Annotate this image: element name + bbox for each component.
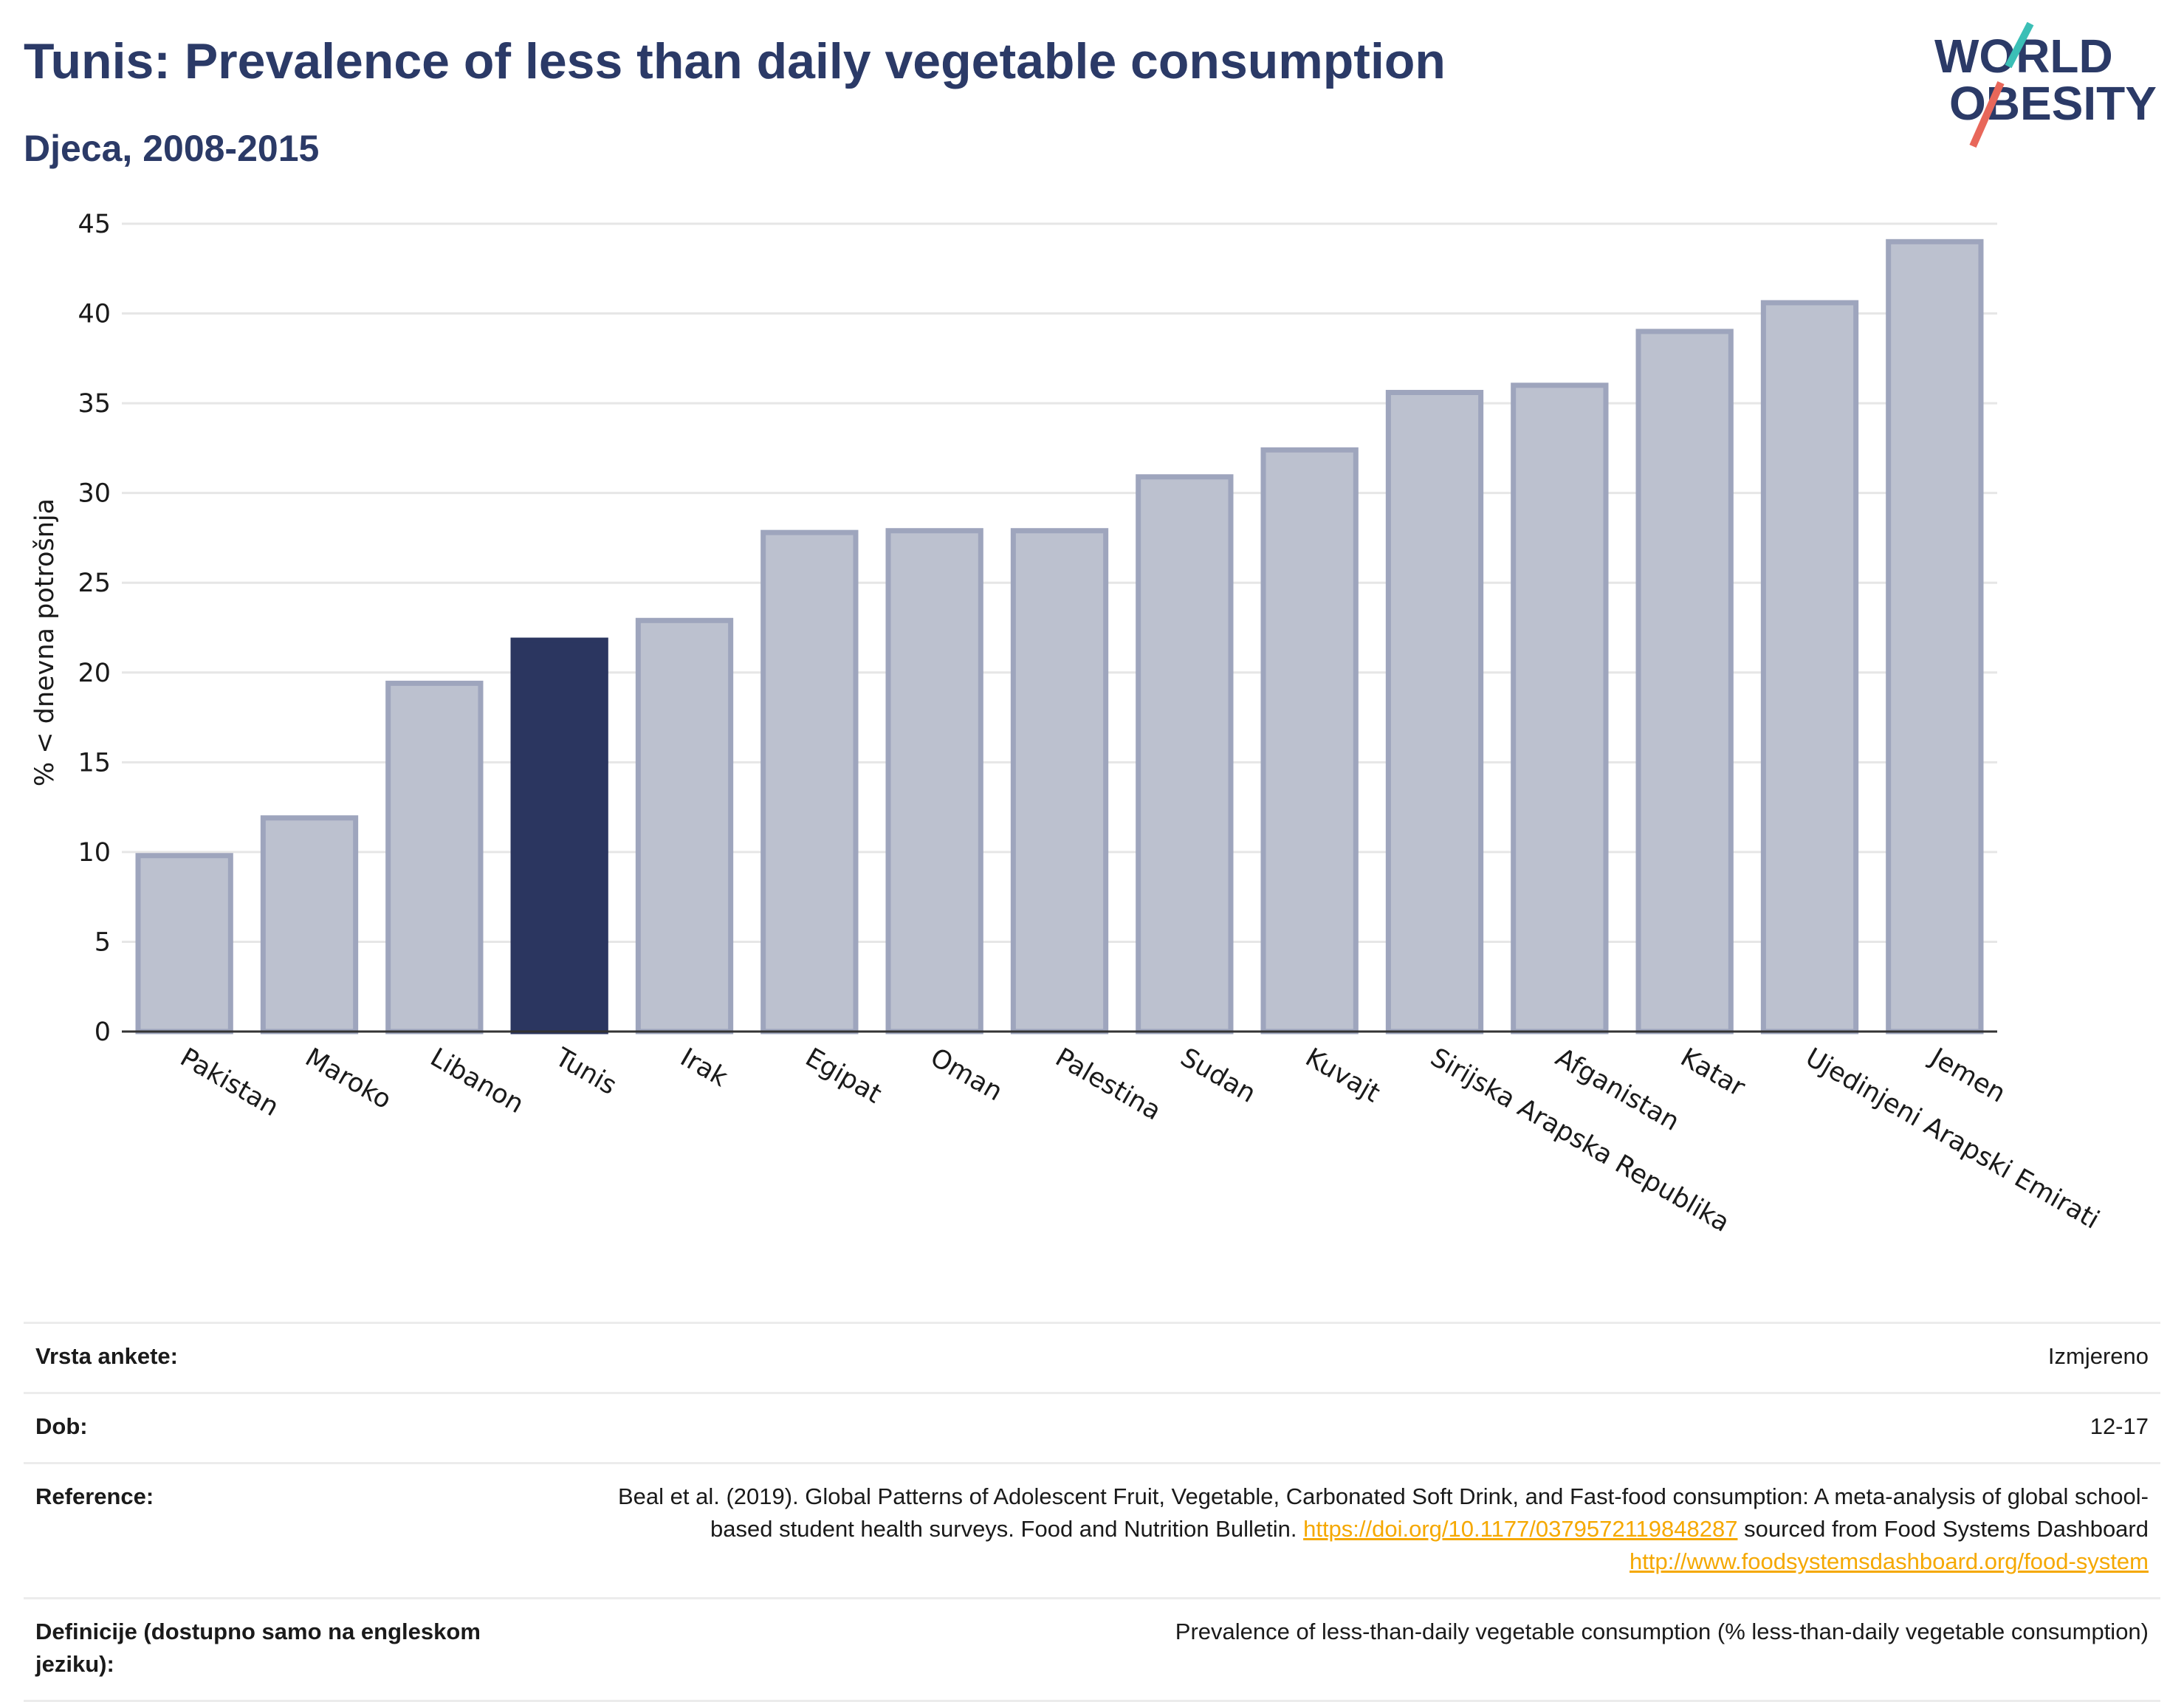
x-tick-label: Katar bbox=[1675, 1043, 1750, 1103]
bar-ujedinjeni-arapski-emirati bbox=[1760, 300, 1859, 1034]
y-tick-label: 25 bbox=[78, 569, 111, 598]
y-tick-label: 10 bbox=[78, 838, 111, 868]
bar-sirijska-arapska-republika bbox=[1385, 390, 1484, 1034]
meta-row-reference: Reference: Beal et al. (2019). Global Pa… bbox=[24, 1462, 2160, 1597]
reference-text: Beal et al. (2019). Global Patterns of A… bbox=[617, 1483, 2149, 1542]
bar-kuvajt bbox=[1260, 447, 1359, 1034]
bar-palestina bbox=[1010, 528, 1109, 1034]
y-axis-ticks: 0 5 10 15 20 25 30 35 40 45 bbox=[78, 210, 111, 1047]
y-tick-label: 45 bbox=[78, 210, 111, 239]
bar-libanon bbox=[385, 680, 484, 1034]
logo-slash-teal bbox=[2005, 22, 2034, 69]
x-tick-label: Pakistan bbox=[175, 1043, 284, 1122]
meta-label: Dob: bbox=[35, 1413, 88, 1439]
x-tick-label: Egipat bbox=[800, 1043, 887, 1109]
meta-row-age: Dob: 12-17 bbox=[24, 1392, 2160, 1462]
doi-link[interactable]: https://doi.org/10.1177/0379572119848287 bbox=[1303, 1516, 1738, 1542]
meta-value: Izmjereno bbox=[2047, 1343, 2149, 1369]
bar-oman bbox=[885, 528, 983, 1034]
y-tick-label: 15 bbox=[78, 748, 111, 778]
meta-value: Prevalence of less-than-daily vegetable … bbox=[1175, 1619, 2149, 1644]
meta-label: Definicije (dostupno samo na engleskom j… bbox=[35, 1619, 481, 1677]
meta-row-definition: Definicije (dostupno samo na engleskom j… bbox=[24, 1597, 2160, 1702]
bar-pakistan bbox=[135, 853, 233, 1034]
x-tick-label: Oman bbox=[925, 1043, 1007, 1107]
y-tick-label: 5 bbox=[95, 927, 111, 957]
bars bbox=[135, 239, 1984, 1034]
bar-sudan bbox=[1136, 474, 1234, 1034]
x-tick-label: Maroko bbox=[301, 1043, 396, 1115]
meta-value: 12-17 bbox=[2089, 1413, 2149, 1439]
x-tick-label: Sudan bbox=[1175, 1043, 1260, 1109]
chart-title: Tunis: Prevalence of less than daily veg… bbox=[24, 33, 1446, 89]
bar-chart: 0 5 10 15 20 25 30 35 40 45 Pakistan Maroko Libanon… bbox=[30, 210, 2104, 1238]
x-axis-labels: Pakistan Maroko Libanon Tunis Irak Egipat Oman… bbox=[175, 1042, 2104, 1238]
bar-maroko bbox=[260, 815, 359, 1034]
reference-text-2: sourced from Food Systems Dashboard bbox=[1737, 1516, 2149, 1542]
y-tick-label: 20 bbox=[78, 659, 111, 688]
x-tick-label: Jemen bbox=[1924, 1042, 2010, 1108]
dashboard-link[interactable]: http://www.foodsystemsdashboard.org/food… bbox=[1630, 1548, 2149, 1574]
y-tick-label: 35 bbox=[78, 389, 111, 419]
x-tick-label: Tunis bbox=[549, 1043, 621, 1101]
bar-tunis bbox=[510, 637, 608, 1034]
x-tick-label: Irak bbox=[676, 1043, 733, 1093]
y-tick-label: 40 bbox=[78, 300, 111, 329]
x-tick-label: Palestina bbox=[1051, 1043, 1166, 1126]
bar-egipat bbox=[760, 529, 859, 1034]
bar-katar bbox=[1635, 329, 1734, 1034]
x-tick-label: Libanon bbox=[425, 1043, 529, 1119]
world-obesity-logo: WORLD OBESITY bbox=[1934, 22, 2157, 148]
meta-label: Vrsta ankete: bbox=[35, 1343, 178, 1369]
y-tick-label: 30 bbox=[78, 479, 111, 509]
y-axis-label: % < dnevna potrošnja bbox=[30, 498, 60, 786]
meta-row-survey: Vrsta ankete: Izmjereno bbox=[24, 1322, 2160, 1392]
y-tick-label: 0 bbox=[95, 1018, 111, 1047]
meta-label: Reference: bbox=[35, 1483, 154, 1509]
metadata-table: Vrsta ankete: Izmjereno Dob: 12-17 Refer… bbox=[24, 1322, 2160, 1702]
bar-afganistan bbox=[1511, 382, 1609, 1034]
bar-jemen bbox=[1886, 239, 1984, 1034]
x-tick-label: Kuvajt bbox=[1300, 1043, 1384, 1108]
meta-value: Beal et al. (2019). Global Patterns of A… bbox=[561, 1480, 2149, 1578]
bar-irak bbox=[635, 617, 734, 1034]
chart-subtitle: Djeca, 2008-2015 bbox=[24, 128, 320, 169]
logo-slash-red bbox=[1969, 80, 2005, 148]
